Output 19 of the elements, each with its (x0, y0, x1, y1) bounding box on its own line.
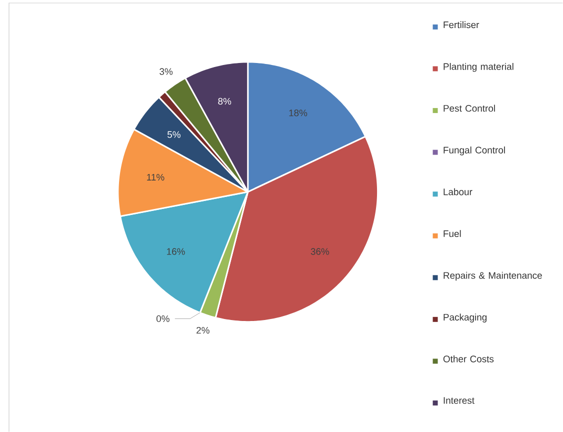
data-label: 16% (167, 248, 185, 255)
legend-label: Other Costs (443, 355, 494, 362)
data-label: 8% (218, 98, 232, 105)
text: 0% (156, 315, 170, 322)
legend-label: Labour (444, 188, 472, 196)
legend-label: Pest Control (444, 104, 495, 112)
data-label: 36% (310, 248, 330, 255)
data-label: 11% (147, 174, 164, 181)
data-label: 18% (289, 110, 308, 116)
legend-label: Fuel (444, 230, 461, 237)
legend-label: Repairs & Maintenance (444, 272, 542, 281)
legend-label: Fertiliser (444, 21, 480, 28)
data-label: 5% (167, 131, 180, 138)
legend-label: Packaging (444, 314, 487, 322)
legend-label: Interest (444, 397, 474, 404)
data-label: 2% (196, 326, 210, 334)
data-label: 3% (160, 68, 173, 75)
legend-label: Fungal Control (444, 146, 505, 156)
legend-label: Planting material (444, 62, 514, 72)
